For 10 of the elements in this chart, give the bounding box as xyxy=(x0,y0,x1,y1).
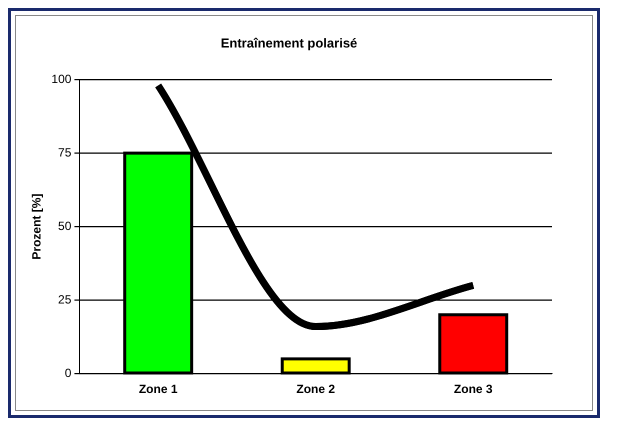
y-tick-label: 25 xyxy=(58,292,72,306)
chart-title: Entraînement polarisé xyxy=(220,35,358,50)
x-tick-label: Zone 1 xyxy=(138,382,178,396)
y-axis-title: Prozent [%] xyxy=(30,194,44,260)
y-tick-label: 75 xyxy=(58,145,72,160)
x-tick-label: Zone 3 xyxy=(454,382,493,396)
y-tick-label: 0 xyxy=(64,366,72,380)
y-tick-label: 50 xyxy=(58,218,72,233)
x-tick-label: Zone 2 xyxy=(296,382,336,396)
y-tick-label: 100 xyxy=(51,72,72,86)
